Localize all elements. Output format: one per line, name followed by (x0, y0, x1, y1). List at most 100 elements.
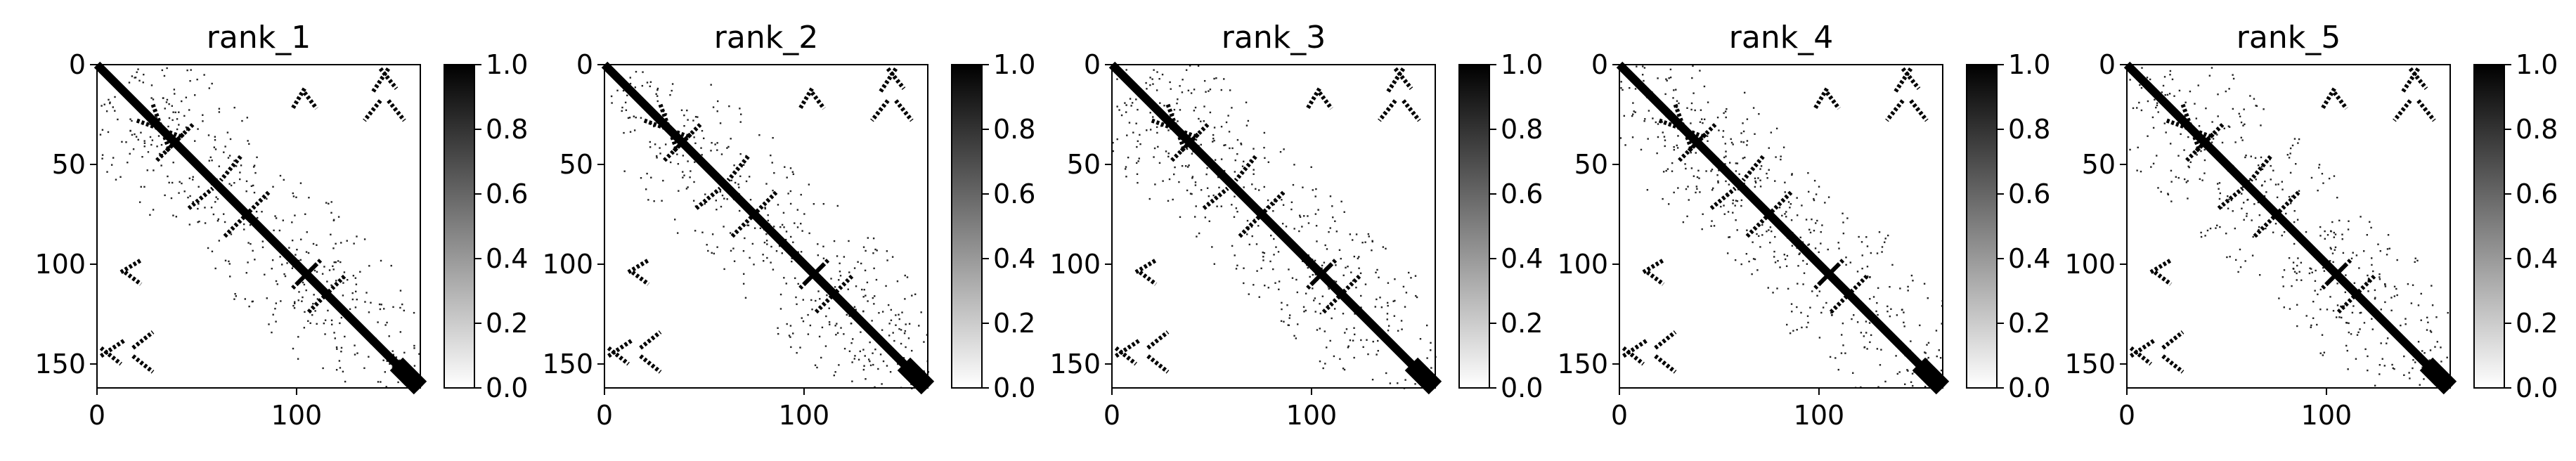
contact-dot (1796, 329, 1798, 331)
contact-dot (1754, 180, 1756, 183)
contact-dot (772, 226, 775, 228)
contact-dot (777, 204, 779, 206)
contact-dot (2156, 104, 2158, 107)
contact-dot (850, 323, 853, 325)
contact-dot (2169, 70, 2172, 72)
contact-dot (1746, 118, 1749, 120)
contact-dot (117, 118, 119, 121)
contact-dot (1851, 318, 1853, 320)
chart-title: rank_4 (1729, 20, 1833, 56)
contact-dot (2244, 260, 2246, 262)
contact-dot (1248, 293, 1250, 295)
contact-dot (864, 269, 867, 272)
contact-dot (802, 320, 805, 323)
contact-dot (792, 241, 794, 243)
contact-dot (647, 199, 649, 201)
contact-dot (261, 240, 264, 242)
contact-dot (770, 154, 772, 157)
contact-dot (2408, 372, 2410, 374)
contact-dot (2326, 309, 2329, 311)
contact-dot (1303, 311, 1305, 313)
colorbar-tick-label: 0.2 (2008, 308, 2050, 339)
contact-dot (1785, 265, 1788, 267)
contact-dot (2378, 278, 2381, 280)
contact-dot (1695, 186, 1698, 188)
contact-dot (218, 165, 220, 167)
contact-dot (789, 325, 792, 327)
contact-dot (654, 143, 656, 145)
contact-dot (2296, 219, 2299, 221)
contact-dot (1263, 146, 1265, 149)
contact-dot (1231, 204, 1233, 206)
contact-dot (2378, 373, 2381, 375)
contact-dot (610, 95, 613, 98)
contact-dot (2421, 366, 2423, 368)
contact-dot (2206, 229, 2209, 232)
contact-dot (2326, 234, 2329, 236)
contact-segment (1393, 67, 1413, 90)
contact-dot (1631, 136, 1634, 138)
contact-dot (1321, 295, 1324, 297)
contact-dot (1240, 142, 1242, 145)
contact-dot (1820, 242, 1822, 245)
contact-dot (1759, 246, 1761, 248)
contact-dot (1366, 339, 1368, 341)
contact-dot (2162, 84, 2165, 87)
contact-dot (822, 245, 824, 247)
contact-dot (1290, 208, 1293, 211)
contact-dot (1722, 136, 1724, 138)
contact-dot (1194, 184, 1197, 186)
contact-dot (836, 204, 839, 207)
contact-dot (1657, 123, 1659, 125)
contact-dot (886, 365, 888, 367)
contact-dot (1662, 171, 1665, 173)
contact-dot (1353, 327, 1355, 329)
contact-dot (138, 201, 141, 203)
contact-dot (105, 110, 108, 112)
contact-dot (767, 214, 769, 216)
contact-segment (1813, 87, 1829, 110)
contact-dot (1138, 157, 1140, 160)
contact-dot (2332, 310, 2335, 312)
contact-dot (649, 81, 652, 83)
contact-dot (2261, 184, 2263, 186)
contact-dot (2322, 354, 2324, 356)
contact-dot (1401, 328, 1403, 330)
contact-segment (751, 190, 778, 218)
contact-dot (1878, 231, 1881, 233)
contact-dot (1784, 181, 1786, 183)
contact-dot (1752, 107, 1755, 109)
contact-dot (1372, 340, 1374, 343)
contact-dot (333, 261, 335, 264)
contact-dot (253, 164, 256, 167)
contact-dot (1646, 188, 1649, 191)
contact-dot (682, 155, 685, 157)
contact-dot (846, 313, 848, 316)
contact-dot (784, 238, 787, 241)
contact-dot (1728, 183, 1730, 186)
contact-dot (1314, 273, 1316, 275)
contact-dot (103, 103, 105, 105)
contact-dot (656, 87, 659, 90)
colorbar-tick-label: 0.6 (486, 178, 528, 209)
contact-dot (1173, 108, 1176, 111)
contact-dot (740, 113, 742, 115)
contact-dot (1158, 77, 1160, 80)
contact-dot (1281, 199, 1283, 201)
contact-dot (1342, 274, 1345, 277)
contact-dot (1662, 131, 1664, 134)
contact-dot (2146, 77, 2149, 79)
contact-dot (368, 356, 370, 358)
contact-dot (1263, 186, 1265, 188)
contact-dot (669, 161, 672, 164)
contact-dot (869, 364, 872, 367)
contact-dot (1889, 285, 1891, 288)
contact-dot (2345, 322, 2348, 324)
x-tick-label: 0 (89, 400, 105, 431)
contact-dot (2421, 350, 2423, 352)
contact-dot (2209, 227, 2212, 230)
contact-dot (1126, 134, 1128, 136)
contact-dot (1407, 271, 1410, 274)
contact-dot (1334, 220, 1336, 222)
